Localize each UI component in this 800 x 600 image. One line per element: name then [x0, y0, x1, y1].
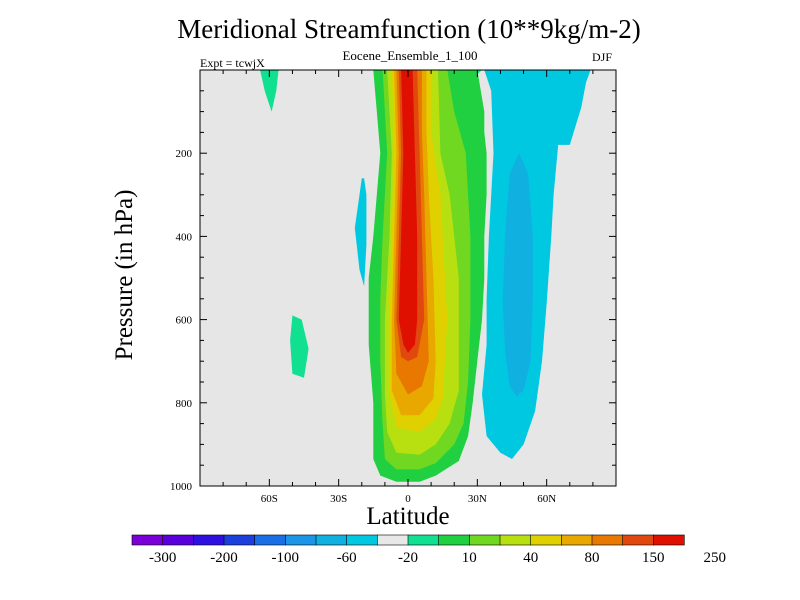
colorbar-swatch-6 [315, 534, 348, 546]
colorbar-swatch-10 [438, 534, 470, 546]
colorbar-swatch-2 [193, 534, 225, 546]
chart-title: Meridional Streamfunction (10**9kg/m-2) [177, 14, 641, 44]
y-tick-label-4: 1000 [170, 481, 193, 493]
colorbar-swatch-8 [377, 534, 409, 546]
colorbar-swatch-3 [223, 534, 256, 546]
x-tick-label-2: 0 [405, 493, 411, 505]
positive-cell-level-7 [398, 70, 418, 353]
colorbar: -300 -200 -100 -60 -20 10 40 80 150 250 [131, 534, 726, 566]
y-tick-label-0: 200 [176, 148, 193, 160]
experiment-note: Expt = tcwjX [200, 56, 265, 70]
colorbar-swatch-7 [346, 534, 378, 546]
colorbar-swatch-12 [499, 534, 532, 546]
colorbar-label-1: -200 [210, 550, 238, 566]
colorbar-label-5: 10 [462, 550, 477, 566]
colorbar-label-7: 80 [585, 550, 600, 566]
colorbar-swatch-17 [653, 534, 685, 546]
negative-cell-1-level-0 [354, 178, 367, 287]
axes-group: 60S 30S 0 30N 60N 200 400 600 800 1000 [170, 70, 616, 505]
y-tick-label-3: 800 [176, 398, 193, 410]
season-note: DJF [592, 50, 613, 64]
x-tick-label-4: 60N [537, 493, 556, 505]
colorbar-swatch-4 [254, 534, 286, 546]
colorbar-swatch-13 [530, 534, 562, 546]
negative-cell-0-level-1 [502, 153, 533, 397]
contour-fill-group [260, 70, 591, 482]
chart-subtitle: Eocene_Ensemble_1_100 [342, 48, 478, 63]
colorbar-label-3: -60 [337, 550, 357, 566]
x-tick-label-3: 30N [468, 493, 487, 505]
colorbar-label-9: 250 [703, 550, 726, 566]
colorbar-swatch-11 [469, 534, 501, 546]
colorbar-label-8: 150 [642, 550, 665, 566]
colorbar-label-6: 40 [523, 550, 538, 566]
x-tick-label-0: 60S [261, 493, 278, 505]
colorbar-swatch-16 [622, 534, 654, 546]
colorbar-swatch-9 [407, 534, 440, 546]
colorbar-label-2: -100 [272, 550, 300, 566]
colorbar-swatch-15 [591, 534, 624, 546]
colorbar-swatch-14 [561, 534, 593, 546]
colorbar-swatch-0 [131, 534, 164, 546]
y-tick-label-1: 400 [176, 231, 193, 243]
small-positive-cell-0-0 [260, 70, 279, 112]
y-tick-label-2: 600 [176, 315, 193, 327]
colorbar-swatch-5 [285, 534, 317, 546]
x-tick-label-1: 30S [330, 493, 347, 505]
small-positive-cell-0-1 [290, 315, 309, 378]
colorbar-label-0: -300 [149, 550, 177, 566]
x-axis-label: Latitude [366, 503, 450, 530]
colorbar-swatch-1 [162, 534, 194, 546]
colorbar-label-4: -20 [398, 550, 418, 566]
